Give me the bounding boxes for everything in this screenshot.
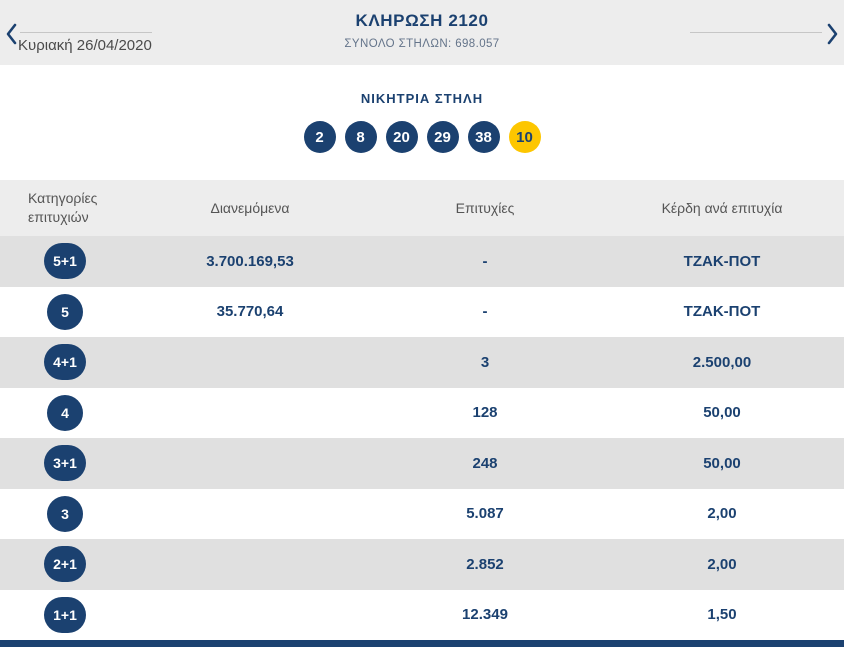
draw-date: Κυριακή 26/04/2020 [18,37,152,54]
prize-value: 2.500,00 [692,353,752,371]
prize-value: 50,00 [703,454,741,472]
category-badge: 5+1 [44,243,86,280]
winning-number-ball: 29 [426,121,459,153]
category-badge: 4+1 [44,344,86,381]
table-row: 2+1 2.852 2,00 [0,539,844,590]
winning-number-ball: 20 [385,121,418,153]
table-row: 3+1 248 50,00 [0,438,844,489]
table-row: 5+1 3.700.169,53 - ΤΖΑΚ-ΠΟΤ [0,236,844,287]
table-row: 4+1 3 2.500,00 [0,337,844,388]
category-badge: 3 [47,495,83,532]
winners-value: 248 [472,454,498,472]
table-row: 5 35.770,64 - ΤΖΑΚ-ΠΟΤ [0,286,844,337]
winners-value: 3 [480,353,490,371]
winning-column-label: ΝΙΚΗΤΡΙΑ ΣΤΗΛΗ [360,91,484,106]
prize-table-header: Κατηγορίες επιτυχιών Διανεμόμενα Επιτυχί… [0,180,844,236]
table-row: 1+1 12.349 1,50 [0,589,844,640]
prize-value: ΤΖΑΚ-ΠΟΤ [683,303,761,321]
column-header-winners: Επιτυχίες [455,200,515,216]
total-columns-label: ΣΥΝΟΛΟ ΣΤΗΛΩΝ: 698.057 [344,38,500,50]
category-badge: 2+1 [44,546,86,583]
prize-value: 2,00 [707,505,737,523]
category-badge: 3+1 [44,445,86,482]
divider-line-left [20,32,152,33]
winners-value: - [482,303,488,321]
table-row: 3 5.087 2,00 [0,488,844,539]
chevron-left-icon [5,23,17,49]
winning-numbers: 2 8 20 29 38 10 [0,121,844,153]
prize-value: 2,00 [707,555,737,573]
draw-title: ΚΛΗΡΩΣΗ 2120 [355,11,489,30]
winners-value: 12.349 [462,606,508,624]
winners-value: 5.087 [466,505,504,523]
winners-value: 2.852 [466,555,504,573]
winning-number-ball: 8 [344,121,377,153]
prev-draw-button[interactable] [3,20,19,48]
winning-number-ball: 38 [467,121,500,153]
prize-value: ΤΖΑΚ-ΠΟΤ [683,252,761,270]
divider-line-right [690,32,822,33]
column-header-categories: Κατηγορίες επιτυχιών [28,190,98,225]
footer-bar [0,640,844,647]
winners-value: 128 [472,404,498,422]
prize-value: 50,00 [703,404,741,422]
column-header-prize: Κέρδη ανά επιτυχία [661,200,783,216]
winning-column-section: ΝΙΚΗΤΡΙΑ ΣΤΗΛΗ 2 8 20 29 38 10 [0,65,844,180]
winning-number-ball: 2 [303,121,336,153]
prize-value: 1,50 [707,606,737,624]
next-draw-button[interactable] [825,20,841,48]
prize-table: Κατηγορίες επιτυχιών Διανεμόμενα Επιτυχί… [0,180,844,640]
distributed-value: 3.700.169,53 [206,252,294,270]
winners-value: - [482,252,488,270]
category-badge: 5 [47,293,83,330]
chevron-right-icon [827,23,839,49]
distributed-value: 35.770,64 [216,303,284,321]
draw-header: Κυριακή 26/04/2020 ΚΛΗΡΩΣΗ 2120 ΣΥΝΟΛΟ Σ… [0,0,844,65]
joker-number-ball: 10 [508,121,541,153]
draw-title-block: ΚΛΗΡΩΣΗ 2120 ΣΥΝΟΛΟ ΣΤΗΛΩΝ: 698.057 [0,0,844,50]
column-header-distributed: Διανεμόμενα [210,200,290,216]
table-row: 4 128 50,00 [0,387,844,438]
category-badge: 1+1 [44,596,86,633]
category-badge: 4 [47,394,83,431]
